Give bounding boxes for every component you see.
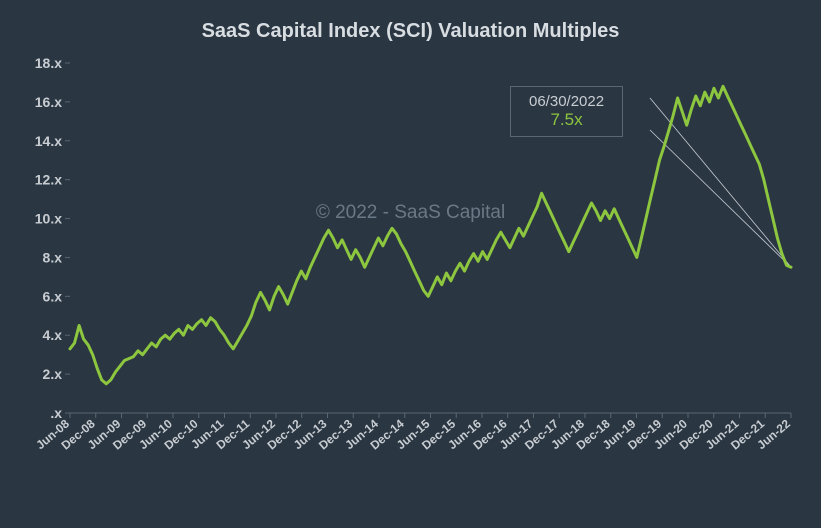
callout-date: 06/30/2022 xyxy=(529,93,604,110)
y-tick-label: 2.x xyxy=(43,366,63,382)
y-tick-label: 8.x xyxy=(43,249,63,265)
plot-area: © 2022 - SaaS Capital 06/30/2022 7.5x .x… xyxy=(20,53,801,473)
chart-container: SaaS Capital Index (SCI) Valuation Multi… xyxy=(0,0,821,528)
y-tick-label: 12.x xyxy=(35,172,62,188)
y-tick-label: 6.x xyxy=(43,288,63,304)
chart-title: SaaS Capital Index (SCI) Valuation Multi… xyxy=(20,20,801,43)
series-line xyxy=(70,86,791,384)
callout-value: 7.5x xyxy=(529,110,604,130)
y-tick-label: 16.x xyxy=(35,94,62,110)
y-tick-label: 10.x xyxy=(35,211,62,227)
chart-svg: .x2.x4.x6.x8.x10.x12.x14.x16.x18.xJun-08… xyxy=(20,53,801,473)
y-tick-label: 18.x xyxy=(35,55,62,71)
y-tick-label: 4.x xyxy=(43,327,63,343)
callout-box: 06/30/2022 7.5x xyxy=(510,86,623,137)
y-tick-label: 14.x xyxy=(35,133,62,149)
